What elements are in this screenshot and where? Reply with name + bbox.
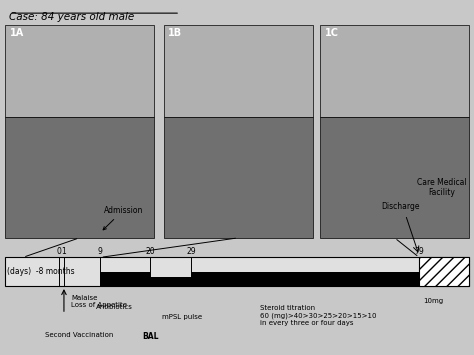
Text: mPSL pulse: mPSL pulse (162, 314, 202, 320)
Bar (164, 117, 313, 238)
Text: 10mg: 10mg (423, 298, 443, 304)
Bar (150, 272, 191, 277)
Bar (164, 25, 313, 117)
Text: 9: 9 (98, 247, 103, 256)
Text: 1B: 1B (168, 28, 182, 38)
Text: 29: 29 (187, 247, 196, 256)
Text: Antibiotics: Antibiotics (96, 304, 132, 310)
Text: BAL: BAL (142, 332, 159, 341)
Text: Care Medical
Facility: Care Medical Facility (417, 178, 467, 197)
Text: Steroid titration
60 (mg)>40>30>25>20>15>10
in every three or four days: Steroid titration 60 (mg)>40>30>25>20>15… (260, 305, 376, 326)
Text: Second Vaccination: Second Vaccination (45, 332, 113, 338)
Text: 1: 1 (62, 247, 66, 256)
Text: Discharge: Discharge (382, 202, 420, 211)
Text: Admission: Admission (103, 206, 143, 230)
Bar (5, 117, 154, 238)
Text: Malaise
Loss of Appetite: Malaise Loss of Appetite (71, 295, 127, 308)
Text: 79: 79 (414, 247, 424, 256)
Text: 0: 0 (57, 247, 62, 256)
Bar (100, 272, 419, 286)
Text: (days)  -8 months: (days) -8 months (7, 267, 75, 276)
Text: 1A: 1A (9, 28, 24, 38)
Bar (320, 25, 469, 117)
Text: 20: 20 (146, 247, 155, 256)
Bar (5, 25, 154, 117)
Text: 1C: 1C (325, 28, 339, 38)
Bar (5, 257, 469, 286)
Text: Case: 84 years old male: Case: 84 years old male (9, 12, 135, 22)
Bar (320, 117, 469, 238)
Bar (419, 257, 469, 286)
